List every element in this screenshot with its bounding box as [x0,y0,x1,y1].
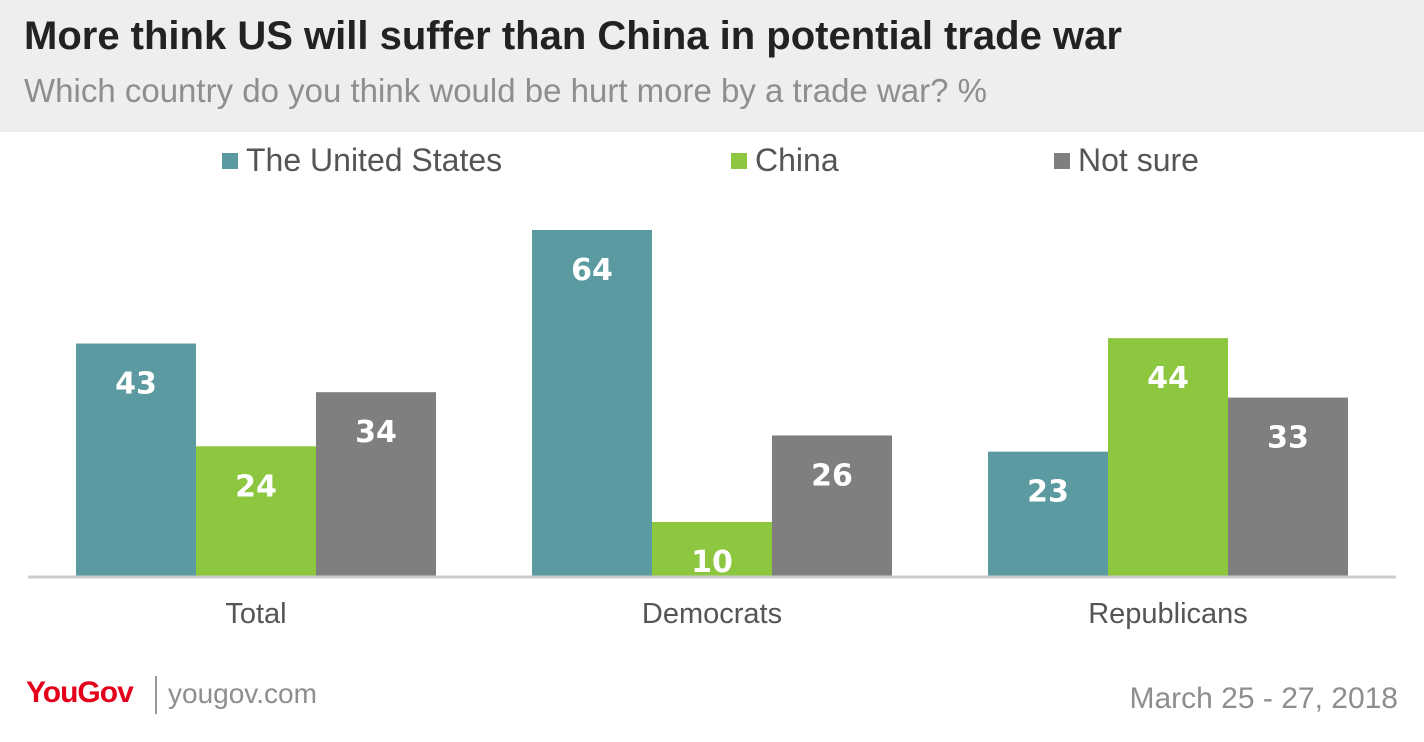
bar-value-democrats-united-states: 64 [571,253,613,288]
bar-total-not-sure [316,392,436,576]
bar-republicans-not-sure [1228,397,1348,576]
legend-item-united-states: The United States [222,142,502,179]
yougov-logo: YouGov [26,676,134,709]
legend-item-china: China [731,142,839,179]
bar-value-democrats-china: 10 [691,545,733,580]
bar-democrats-united-states [532,230,652,576]
bar-republicans-china [1108,338,1228,576]
bar-value-republicans-united-states: 23 [1027,475,1069,510]
legend-label-united-states: The United States [246,142,503,178]
bar-democrats-not-sure [772,435,892,576]
bar-total-china [196,446,316,576]
category-label-republicans: Republicans [1088,598,1248,630]
bar-value-republicans-not-sure: 33 [1267,421,1309,456]
legend-label-not-sure: Not sure [1078,142,1199,178]
footer-url: yougov.com [168,678,317,709]
footer-date: March 25 - 27, 2018 [1129,682,1399,715]
legend-swatch-not-sure [1054,152,1070,169]
bar-value-total-united-states: 43 [115,367,157,402]
chart-header: More think US will suffer than China in … [0,0,1424,132]
legend-label-china: China [755,142,839,178]
legend-swatch-china [731,152,747,169]
legend-item-not-sure: Not sure [1054,142,1199,179]
chart-subtitle: Which country do you think would be hurt… [24,72,987,109]
chart-title: More think US will suffer than China in … [24,14,1122,58]
legend-swatch-united-states [222,152,238,169]
bar-value-total-china: 24 [235,469,277,504]
chart-legend: The United States China Not sure [0,142,1424,186]
bar-value-total-not-sure: 34 [355,415,397,450]
category-label-total: Total [225,598,286,630]
bar-value-republicans-china: 44 [1147,361,1189,396]
bar-total-united-states [76,343,196,576]
bar-democrats-china [652,521,772,576]
bar-republicans-united-states [988,451,1108,576]
category-label-democrats: Democrats [642,598,782,630]
bar-value-democrats-not-sure: 26 [811,458,853,493]
footer-divider [155,676,157,714]
